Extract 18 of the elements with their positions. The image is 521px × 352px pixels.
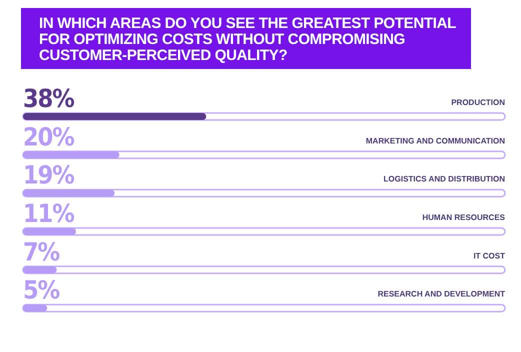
y-tick-label: MARKETING AND COMMUNICATION [366, 136, 506, 146]
data-label: 19% [23, 160, 74, 190]
y-tick-label: IT COST [473, 251, 506, 260]
y-tick-label: RESEARCH AND DEVELOPMENT [378, 290, 506, 299]
bar [23, 228, 76, 235]
data-label: 11% [23, 199, 74, 228]
bar [23, 266, 57, 274]
data-label: 20% [23, 122, 74, 152]
chart-title: IN WHICH AREAS DO YOU SEE THE GREATEST POTENTIAL FOR OPTIMIZING COSTS WITHOUT COMPROMISING CUSTOMER-PERCEIVED QUALITY? [21, 8, 471, 69]
y-tick-label: PRODUCTION [451, 98, 506, 107]
data-label: 38% [23, 84, 74, 113]
bar [23, 151, 120, 158]
data-label: 5% [23, 276, 60, 305]
bar [23, 190, 115, 197]
y-tick-label: LOGISTICS AND DISTRIBUTION [384, 174, 506, 184]
bar [23, 304, 48, 312]
data-label: 7% [23, 237, 60, 266]
y-tick-label: HUMAN RESOURCES [422, 213, 506, 222]
